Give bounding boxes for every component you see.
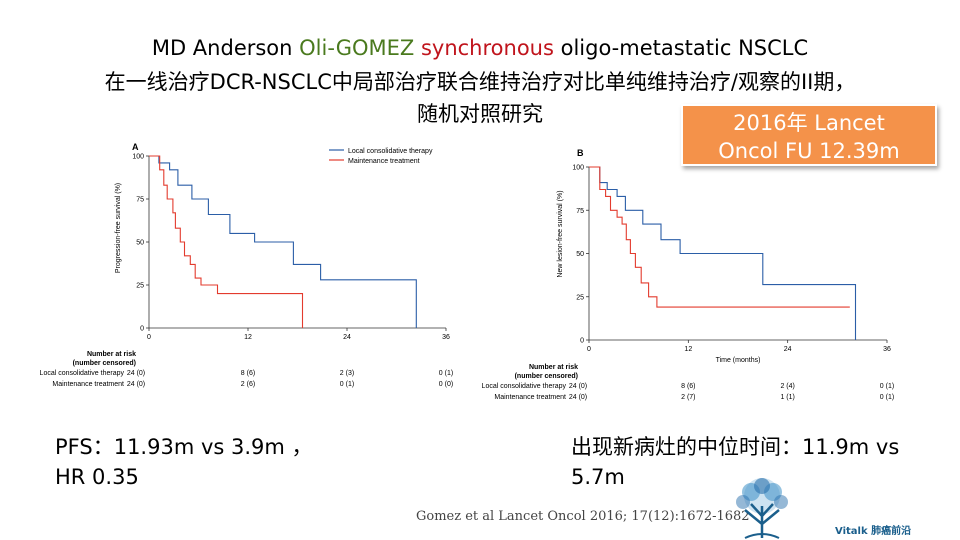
x-tick-label: 36 xyxy=(442,334,450,341)
x-tick-label: 36 xyxy=(883,346,891,353)
at-risk-row-label: Maintenance treatment xyxy=(494,394,566,401)
km-curve-local-consolidative xyxy=(589,166,857,340)
legend-label-lct: Local consolidative therapy xyxy=(348,148,433,155)
title-part-md-anderson: MD Anderson xyxy=(151,36,300,60)
at-risk-cell: 8 (6) xyxy=(241,370,255,377)
at-risk-cell: 0 (1) xyxy=(880,394,894,401)
pfs-summary-line2: HR 0.35 xyxy=(55,465,139,489)
at-risk-subtitle: (number censored) xyxy=(515,373,578,380)
panel-a-ylabel: Progression-free survival (%) xyxy=(115,183,122,273)
tree-logo-icon xyxy=(736,478,788,539)
at-risk-title: Number at risk xyxy=(529,364,578,371)
at-risk-cell: 0 (0) xyxy=(439,381,453,388)
y-tick-label: 50 xyxy=(136,240,144,247)
new-lesion-summary-line1: 出现新病灶的中位时间：11.9m vs xyxy=(571,435,900,459)
x-tick-label: 24 xyxy=(784,346,792,353)
at-risk-cell: 24 (0) xyxy=(569,383,587,390)
slide-title-line3: 随机对照研究 xyxy=(417,102,543,126)
x-tick-label: 12 xyxy=(244,334,252,341)
y-tick-label: 100 xyxy=(132,154,144,161)
x-tick-label: 12 xyxy=(684,346,692,353)
title-part-synchronous: synchronous xyxy=(414,36,554,60)
km-curve-maintenance xyxy=(149,155,304,328)
legend-label-mt: Maintenance treatment xyxy=(348,158,420,165)
panel-b-ylabel: New lesion-free survival (%) xyxy=(557,190,564,277)
at-risk-title: Number at risk xyxy=(87,351,136,358)
y-tick-label: 50 xyxy=(576,251,584,258)
chart-panel-b: B New lesion-free survival (%) Time (mon… xyxy=(482,148,895,401)
new-lesion-summary: 出现新病灶的中位时间：11.9m vs 5.7m xyxy=(571,432,956,492)
title-part-trial-name: Oli-GOMEZ xyxy=(299,36,415,60)
x-tick-label: 0 xyxy=(587,346,591,353)
pfs-summary-line1: PFS：11.93m vs 3.9m ， xyxy=(55,435,313,459)
at-risk-row-label: Local consolidative therapy xyxy=(482,383,567,390)
chart-panel-a: A Progression-free survival (%) 0 25 50 75 1… xyxy=(40,142,454,388)
badge-line2: Oncol FU 12.39m xyxy=(718,139,900,163)
panel-a-letter: A xyxy=(132,142,139,152)
title-part-disease: oligo-metastatic NSCLC xyxy=(553,36,809,60)
at-risk-cell: 2 (6) xyxy=(241,381,255,388)
at-risk-subtitle: (number censored) xyxy=(73,360,136,367)
y-tick-label: 25 xyxy=(576,294,584,301)
y-tick-label: 0 xyxy=(140,326,144,333)
x-tick-label: 24 xyxy=(343,334,351,341)
at-risk-cell: 24 (0) xyxy=(127,370,145,377)
y-tick-label: 0 xyxy=(580,338,584,345)
at-risk-cell: 0 (1) xyxy=(340,381,354,388)
panel-b-xlabel: Time (months) xyxy=(716,357,761,364)
at-risk-cell: 0 (1) xyxy=(880,383,894,390)
km-curve-maintenance xyxy=(589,166,850,308)
at-risk-cell: 2 (7) xyxy=(681,394,695,401)
citation: Gomez et al Lancet Oncol 2016; 17(12):16… xyxy=(416,509,750,524)
at-risk-cell: 24 (0) xyxy=(127,381,145,388)
at-risk-cell: 24 (0) xyxy=(569,394,587,401)
logo-text: Vitalk 肺癌前沿 xyxy=(835,526,912,537)
at-risk-cell: 2 (4) xyxy=(780,383,794,390)
at-risk-cell: 8 (6) xyxy=(681,383,695,390)
x-tick-label: 0 xyxy=(147,334,151,341)
at-risk-cell: 1 (1) xyxy=(780,394,794,401)
y-tick-label: 75 xyxy=(576,208,584,215)
new-lesion-summary-line2: 5.7m xyxy=(571,465,625,489)
slide-title-line2: 在一线治疗DCR-NSCLC中局部治疗联合维持治疗对比单纯维持治疗/观察的II期… xyxy=(104,70,856,94)
at-risk-row-label: Maintenance treatment xyxy=(52,381,124,388)
km-curve-local-consolidative xyxy=(149,155,417,328)
y-tick-label: 100 xyxy=(572,165,584,172)
y-tick-label: 75 xyxy=(136,197,144,204)
panel-b-letter: B xyxy=(577,148,584,158)
y-tick-label: 25 xyxy=(136,283,144,290)
at-risk-cell: 2 (3) xyxy=(340,370,354,377)
at-risk-cell: 0 (1) xyxy=(439,370,453,377)
followup-badge: 2016年 Lancet Oncol FU 12.39m xyxy=(681,104,937,166)
slide-title-line1: MD Anderson Oli-GOMEZ synchronous oligo-… xyxy=(0,36,960,60)
pfs-summary: PFS：11.93m vs 3.9m ， HR 0.35 xyxy=(55,432,313,492)
badge-line1: 2016年 Lancet xyxy=(733,111,885,135)
at-risk-row-label: Local consolidative therapy xyxy=(40,370,125,377)
